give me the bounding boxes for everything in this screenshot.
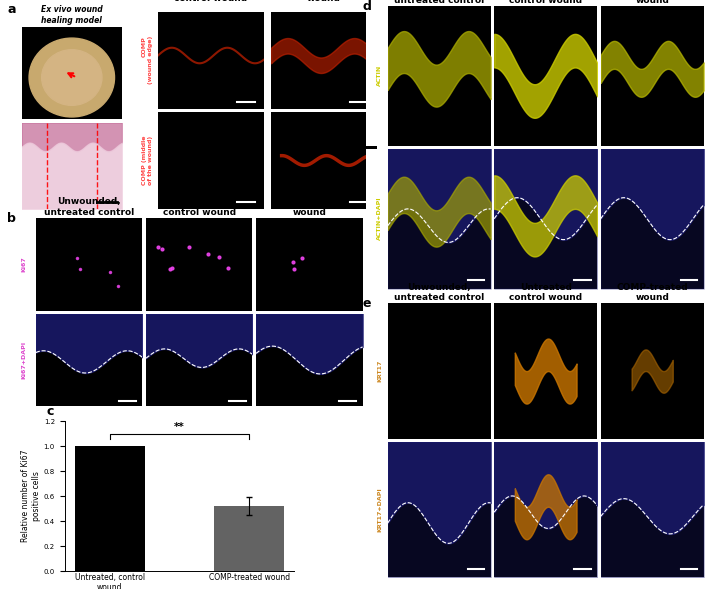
Text: COMP-treated
wound: COMP-treated wound bbox=[288, 0, 360, 3]
Text: COMP-treated
wound: COMP-treated wound bbox=[274, 197, 345, 217]
Text: Unwounded,
untreated control: Unwounded, untreated control bbox=[394, 283, 485, 302]
Text: b: b bbox=[7, 212, 16, 225]
Text: ACTIN: ACTIN bbox=[378, 65, 382, 87]
Text: Ki67+DAPI: Ki67+DAPI bbox=[22, 341, 27, 379]
Y-axis label: Relative number of Ki67
positive cells: Relative number of Ki67 positive cells bbox=[22, 450, 41, 542]
Text: KRT17+DAPI: KRT17+DAPI bbox=[378, 487, 382, 532]
Text: ACTIN+DAPI: ACTIN+DAPI bbox=[378, 197, 382, 240]
Text: Untreated
control wound: Untreated control wound bbox=[509, 0, 582, 5]
Text: COMP (middle
of the wound): COMP (middle of the wound) bbox=[141, 135, 152, 186]
Text: Untreated
control wound: Untreated control wound bbox=[174, 0, 248, 3]
Text: KRT17: KRT17 bbox=[378, 360, 382, 382]
Text: d: d bbox=[363, 0, 371, 13]
Text: Untreated
control wound: Untreated control wound bbox=[509, 283, 582, 302]
Bar bbox=[214, 506, 284, 571]
Ellipse shape bbox=[42, 49, 102, 105]
Text: Unwounded,
untreated control: Unwounded, untreated control bbox=[44, 197, 134, 217]
Text: Unwounded,
untreated control: Unwounded, untreated control bbox=[394, 0, 485, 5]
Text: COMP-treated
wound: COMP-treated wound bbox=[616, 283, 688, 302]
Text: a: a bbox=[7, 3, 16, 16]
Text: Untreated
control wound: Untreated control wound bbox=[163, 197, 236, 217]
Text: Ex vivo wound
healing model: Ex vivo wound healing model bbox=[41, 5, 103, 25]
Text: COMP
(wound edge): COMP (wound edge) bbox=[141, 37, 152, 84]
FancyArrowPatch shape bbox=[68, 73, 75, 77]
Text: e: e bbox=[363, 297, 371, 310]
Ellipse shape bbox=[29, 38, 115, 117]
Text: COMP-treated
wound: COMP-treated wound bbox=[616, 0, 688, 5]
Bar bbox=[75, 446, 145, 571]
Text: **: ** bbox=[174, 422, 185, 432]
Text: c: c bbox=[47, 405, 54, 418]
Text: Ki67: Ki67 bbox=[22, 256, 27, 272]
